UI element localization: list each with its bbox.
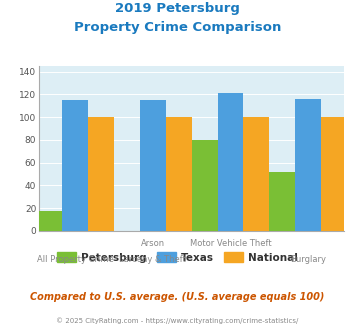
Bar xyxy=(269,172,295,231)
Bar xyxy=(244,117,269,231)
Bar xyxy=(166,117,192,231)
Bar xyxy=(62,100,88,231)
Text: Motor Vehicle Theft: Motor Vehicle Theft xyxy=(190,239,271,248)
Text: Larceny & Theft: Larceny & Theft xyxy=(119,255,186,264)
Bar xyxy=(37,211,62,231)
Text: Arson: Arson xyxy=(141,239,165,248)
Bar xyxy=(321,117,347,231)
Text: 2019 Petersburg: 2019 Petersburg xyxy=(115,2,240,15)
Text: Property Crime Comparison: Property Crime Comparison xyxy=(74,21,281,34)
Text: Compared to U.S. average. (U.S. average equals 100): Compared to U.S. average. (U.S. average … xyxy=(30,292,325,302)
Legend: Petersburg, Texas, National: Petersburg, Texas, National xyxy=(53,248,302,267)
Text: All Property Crime: All Property Crime xyxy=(37,255,114,264)
Bar xyxy=(192,140,218,231)
Bar xyxy=(88,117,114,231)
Bar xyxy=(295,99,321,231)
Text: © 2025 CityRating.com - https://www.cityrating.com/crime-statistics/: © 2025 CityRating.com - https://www.city… xyxy=(56,317,299,324)
Text: Burglary: Burglary xyxy=(290,255,326,264)
Bar xyxy=(218,93,244,231)
Bar xyxy=(140,100,166,231)
